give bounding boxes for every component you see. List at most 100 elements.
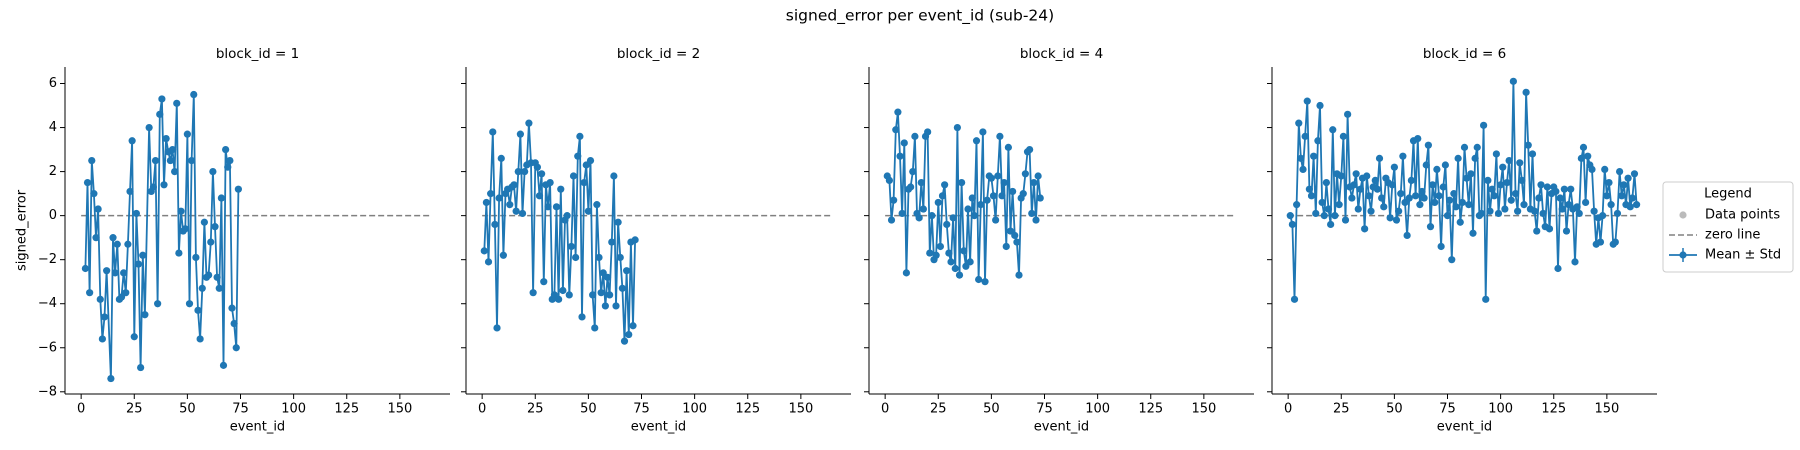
point — [970, 212, 978, 220]
x-tick-label: 150 — [387, 402, 412, 417]
point — [1335, 201, 1343, 209]
point — [156, 110, 164, 118]
point — [1626, 203, 1634, 211]
y-tick-label: −8 — [38, 384, 57, 399]
point — [890, 196, 898, 204]
point — [1492, 150, 1500, 158]
point — [1324, 205, 1333, 213]
point — [1435, 192, 1443, 200]
point — [1505, 156, 1513, 165]
point — [1441, 161, 1449, 169]
point — [909, 167, 917, 176]
point — [173, 99, 181, 107]
point — [540, 278, 548, 286]
point — [1316, 101, 1324, 110]
point — [958, 179, 966, 187]
point — [1490, 192, 1498, 200]
point — [1395, 207, 1403, 215]
point — [1367, 207, 1375, 215]
point — [1403, 231, 1411, 240]
point — [211, 223, 219, 231]
point — [938, 192, 947, 200]
point — [947, 258, 955, 266]
point — [1290, 295, 1299, 303]
point — [1422, 161, 1430, 169]
point — [94, 205, 102, 213]
point — [1348, 194, 1356, 202]
point — [977, 201, 985, 209]
point — [175, 249, 183, 257]
point — [924, 128, 932, 136]
point — [1331, 212, 1339, 220]
point — [945, 249, 953, 257]
point — [1295, 119, 1303, 127]
point — [1429, 181, 1437, 189]
point — [128, 137, 136, 145]
y-tick-label: −6 — [38, 340, 57, 355]
point — [1467, 170, 1475, 178]
point — [1601, 165, 1609, 173]
point — [1446, 196, 1454, 204]
series-line — [886, 111, 1042, 282]
point — [919, 205, 927, 213]
point — [215, 284, 223, 292]
panel-title: block_id = 4 — [1020, 46, 1103, 62]
point — [1439, 183, 1447, 191]
x-tick-label: 125 — [1541, 402, 1566, 417]
point — [915, 214, 923, 222]
point — [1560, 185, 1568, 193]
point — [141, 311, 149, 319]
point — [603, 273, 612, 281]
point — [1558, 205, 1566, 213]
panel-title: block_id = 1 — [216, 46, 299, 62]
point — [586, 156, 595, 165]
point — [1616, 167, 1624, 176]
point — [514, 167, 522, 176]
point — [92, 234, 100, 242]
x-tick-label: 25 — [527, 402, 544, 417]
point — [1522, 88, 1530, 96]
point — [1458, 198, 1466, 207]
point — [1499, 163, 1507, 171]
point — [529, 289, 537, 297]
point — [902, 269, 910, 277]
point — [1501, 205, 1509, 213]
point — [1397, 190, 1405, 198]
point — [1633, 201, 1641, 209]
point — [86, 289, 94, 297]
point — [887, 216, 896, 224]
point — [1288, 220, 1296, 229]
point — [535, 192, 544, 200]
point — [222, 145, 230, 154]
point — [1405, 194, 1413, 202]
point — [572, 253, 580, 262]
point — [113, 240, 121, 248]
point — [1301, 132, 1309, 140]
point — [966, 258, 974, 266]
point — [538, 170, 546, 178]
x-tick-label: 150 — [1191, 402, 1216, 417]
point — [109, 234, 117, 242]
point — [226, 156, 234, 165]
point — [1305, 185, 1313, 193]
point — [994, 172, 1002, 180]
series-line — [84, 94, 240, 379]
point — [911, 132, 919, 140]
point — [960, 247, 968, 255]
point — [209, 167, 217, 176]
point — [565, 291, 573, 299]
point — [1312, 209, 1320, 218]
point — [606, 291, 614, 299]
point — [1516, 159, 1524, 167]
point — [1380, 203, 1388, 211]
legend-label: Mean ± Std — [1705, 248, 1781, 263]
point — [518, 209, 527, 218]
point — [1365, 192, 1373, 200]
point — [213, 273, 221, 281]
point — [968, 194, 976, 202]
point — [107, 374, 115, 383]
point — [81, 264, 89, 273]
point — [510, 181, 518, 189]
point — [495, 194, 503, 202]
point — [580, 179, 588, 187]
